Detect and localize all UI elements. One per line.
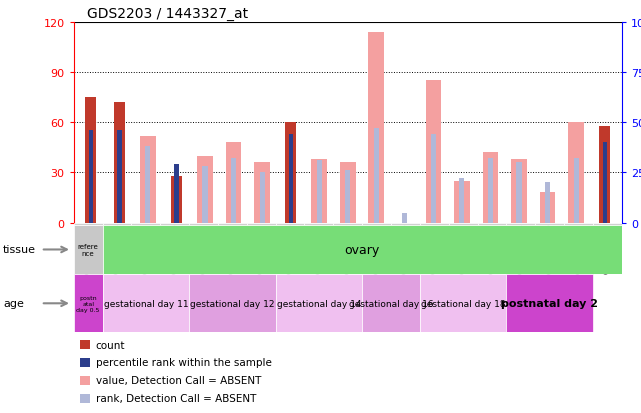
Bar (374, 129, 379, 223)
Text: percentile rank within the sample: percentile rank within the sample (96, 358, 271, 368)
Text: GSM120846: GSM120846 (401, 223, 410, 274)
Bar (403, 213, 408, 223)
Bar (511, 159, 527, 223)
Bar (488, 159, 493, 223)
Text: postn
atal
day 0.5: postn atal day 0.5 (76, 295, 100, 312)
Bar (317, 161, 322, 223)
Text: GSM120840: GSM120840 (574, 223, 583, 274)
Bar (454, 181, 470, 223)
Text: GSM120856: GSM120856 (170, 223, 179, 274)
Text: rank, Detection Call = ABSENT: rank, Detection Call = ABSENT (96, 393, 256, 403)
Bar (218, 223, 247, 225)
Text: gestational day 12: gestational day 12 (190, 299, 274, 308)
Text: GSM120848: GSM120848 (285, 223, 295, 274)
Bar (146, 147, 151, 223)
Text: postnatal day 2: postnatal day 2 (501, 299, 598, 309)
Bar (197, 156, 213, 223)
Bar (203, 167, 208, 223)
Bar (431, 135, 436, 223)
Bar (312, 159, 327, 223)
Bar (231, 159, 236, 223)
Text: GSM120852: GSM120852 (228, 223, 237, 274)
Bar (478, 223, 506, 225)
Bar (506, 275, 593, 332)
Bar (74, 275, 103, 332)
Text: GSM120849: GSM120849 (314, 223, 324, 274)
Text: value, Detection Call = ABSENT: value, Detection Call = ABSENT (96, 375, 261, 385)
Bar (517, 163, 522, 223)
Bar (131, 223, 160, 225)
Bar (449, 223, 478, 225)
Bar (114, 103, 125, 223)
Bar (171, 176, 182, 223)
Text: gestational day 16: gestational day 16 (349, 299, 433, 308)
Bar (540, 193, 555, 223)
Bar (103, 223, 131, 225)
Bar (140, 136, 156, 223)
Text: count: count (96, 340, 125, 350)
Bar (369, 33, 384, 223)
Bar (603, 143, 607, 223)
Text: age: age (3, 299, 24, 309)
Text: gestational day 14: gestational day 14 (277, 299, 361, 308)
Bar (304, 223, 333, 225)
Bar (247, 223, 276, 225)
Bar (599, 126, 610, 223)
Text: GSM120853: GSM120853 (256, 223, 266, 274)
Bar (345, 171, 351, 223)
Text: refere
nce: refere nce (78, 243, 99, 256)
Bar (426, 81, 441, 223)
Bar (74, 225, 103, 275)
Bar (103, 275, 189, 332)
Bar (285, 123, 296, 223)
Bar (362, 223, 391, 225)
Bar (74, 223, 103, 225)
Bar (288, 135, 293, 223)
Text: GSM120855: GSM120855 (141, 223, 151, 274)
Bar (535, 223, 564, 225)
Bar (564, 223, 593, 225)
Text: GSM120845: GSM120845 (372, 223, 381, 274)
Bar (85, 98, 96, 223)
Text: GSM120857: GSM120857 (83, 223, 93, 274)
Text: GSM120841: GSM120841 (603, 223, 612, 274)
Bar (226, 143, 242, 223)
Bar (88, 131, 93, 223)
Bar (420, 223, 449, 225)
Bar (160, 223, 189, 225)
Bar (420, 275, 506, 332)
Bar (506, 223, 535, 225)
Bar (574, 159, 579, 223)
Bar (260, 173, 265, 223)
Text: GSM120851: GSM120851 (199, 223, 208, 274)
Bar (333, 223, 362, 225)
Bar (189, 223, 218, 225)
Text: gestational day 11: gestational day 11 (103, 299, 188, 308)
Bar (276, 275, 362, 332)
Text: GDS2203 / 1443327_at: GDS2203 / 1443327_at (87, 7, 247, 21)
Bar (460, 179, 465, 223)
Bar (254, 163, 270, 223)
Text: GSM120850: GSM120850 (343, 223, 353, 274)
Text: ovary: ovary (345, 243, 379, 256)
Bar (340, 163, 356, 223)
Bar (117, 131, 122, 223)
Text: tissue: tissue (3, 245, 36, 255)
Bar (276, 223, 304, 225)
Text: GSM120842: GSM120842 (458, 223, 468, 274)
Bar (391, 223, 420, 225)
Bar (174, 165, 179, 223)
Text: GSM120839: GSM120839 (545, 223, 554, 274)
Bar (545, 183, 550, 223)
Text: GSM120847: GSM120847 (429, 223, 439, 274)
Bar (483, 153, 498, 223)
Text: GSM120854: GSM120854 (112, 223, 122, 274)
Bar (189, 275, 276, 332)
Bar (362, 275, 420, 332)
Bar (593, 223, 622, 225)
Text: GSM120843: GSM120843 (487, 223, 497, 274)
Text: GSM120844: GSM120844 (516, 223, 526, 274)
Bar (569, 123, 584, 223)
Text: gestational day 18: gestational day 18 (420, 299, 506, 308)
